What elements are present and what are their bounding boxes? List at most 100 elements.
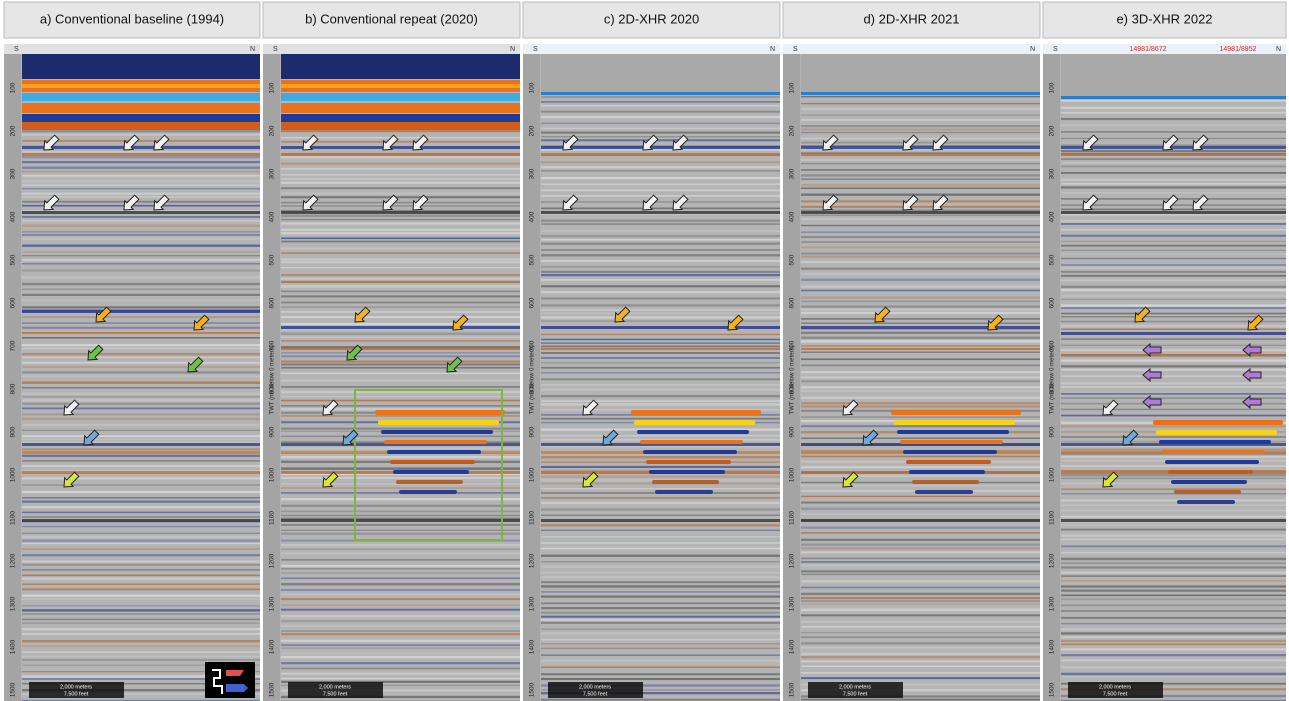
depth-tick: 1000 <box>1049 467 1056 482</box>
logo <box>205 662 255 698</box>
reflector <box>801 636 1040 638</box>
bright-amplitude <box>903 450 997 454</box>
reflector <box>281 219 520 220</box>
bright-amplitude <box>912 480 979 484</box>
reflector <box>22 512 260 514</box>
reflector <box>801 699 1040 701</box>
depth-tick: 1300 <box>789 596 796 611</box>
reflector <box>22 548 260 549</box>
reflector <box>801 273 1040 275</box>
depth-tick: 1500 <box>10 682 17 697</box>
reflector <box>281 633 520 635</box>
reflector <box>281 316 520 318</box>
scale-feet: 7,500 feet <box>843 691 868 697</box>
reflector <box>541 585 780 587</box>
depth-tick: 1100 <box>269 511 276 525</box>
reflector <box>801 390 1040 392</box>
reflector <box>801 456 1040 458</box>
horizon <box>541 153 780 156</box>
reflector <box>281 524 520 526</box>
reflector <box>22 442 260 443</box>
axis-label: TWT (ms below 0 meters) <box>1050 346 1056 415</box>
reflector <box>22 605 260 606</box>
reflector <box>281 174 520 176</box>
reflector <box>22 362 260 364</box>
reflector <box>22 306 260 308</box>
reflector <box>281 630 520 632</box>
reflector <box>541 628 780 630</box>
reflector <box>22 167 260 169</box>
reflector <box>22 628 260 630</box>
reflector <box>281 156 520 158</box>
reflector <box>1061 673 1286 675</box>
reflector <box>541 456 780 458</box>
panel: c) 2D-XHR 2020SN100200300400500600700800… <box>523 2 780 701</box>
reflector <box>541 591 780 593</box>
bright-amplitude <box>897 430 1009 434</box>
trace-label: 14981/8672 <box>1130 46 1167 53</box>
reflector <box>1061 623 1286 624</box>
horizon <box>801 146 1040 149</box>
reflector <box>281 223 520 225</box>
horizon <box>801 348 1040 350</box>
reflector <box>281 193 520 194</box>
depth-tick: 500 <box>789 254 796 265</box>
depth-tick: 600 <box>10 297 17 308</box>
scale-feet: 7,500 feet <box>323 691 348 697</box>
horizon <box>281 146 520 149</box>
reflector <box>22 263 260 265</box>
reflector <box>541 639 780 641</box>
depth-tick: 600 <box>789 297 796 308</box>
depth-tick: 1100 <box>1049 511 1056 525</box>
reflector <box>281 364 520 366</box>
reflector <box>801 297 1040 299</box>
reflector <box>541 581 780 583</box>
depth-tick: 1400 <box>529 639 536 654</box>
seafloor-band <box>22 93 260 101</box>
scale-meters: 2,000 meters <box>579 684 611 690</box>
reflector <box>541 607 780 609</box>
reflector <box>1061 271 1286 273</box>
reflector <box>22 231 260 233</box>
reflector <box>22 526 260 527</box>
reflector <box>281 568 520 569</box>
reflector <box>22 289 260 290</box>
reflector <box>22 216 260 218</box>
reflector <box>541 384 780 386</box>
bright-amplitude <box>643 450 737 454</box>
reflector <box>801 653 1040 655</box>
depth-tick: 1500 <box>529 682 536 697</box>
reflector <box>541 622 780 624</box>
orientation: S <box>533 46 538 53</box>
reflector <box>541 400 780 402</box>
depth-tick: 500 <box>1049 254 1056 265</box>
reflector <box>801 247 1040 249</box>
reflector <box>22 161 260 163</box>
reflector <box>541 183 780 185</box>
reflector <box>281 274 520 276</box>
depth-tick: 100 <box>1049 82 1056 93</box>
reflector <box>1061 504 1286 506</box>
reflector <box>801 142 1040 144</box>
seafloor <box>801 92 1040 95</box>
panel-title: b) Conventional repeat (2020) <box>305 11 478 26</box>
reflector <box>22 294 260 296</box>
reflector <box>1061 478 1286 479</box>
reflector <box>801 261 1040 262</box>
reflector <box>541 105 780 106</box>
reflector <box>801 318 1040 320</box>
reflector <box>22 205 260 207</box>
reflector <box>22 584 260 585</box>
reflector <box>22 613 260 614</box>
logo-mark <box>226 684 248 692</box>
reflector <box>281 386 520 388</box>
reflector <box>541 476 780 478</box>
water-top <box>22 54 260 79</box>
orientation: N <box>770 46 775 53</box>
reflector <box>541 128 780 129</box>
reflector <box>541 271 780 273</box>
reflector <box>801 279 1040 281</box>
scale-feet: 7,500 feet <box>1103 691 1128 697</box>
reflector <box>22 623 260 624</box>
